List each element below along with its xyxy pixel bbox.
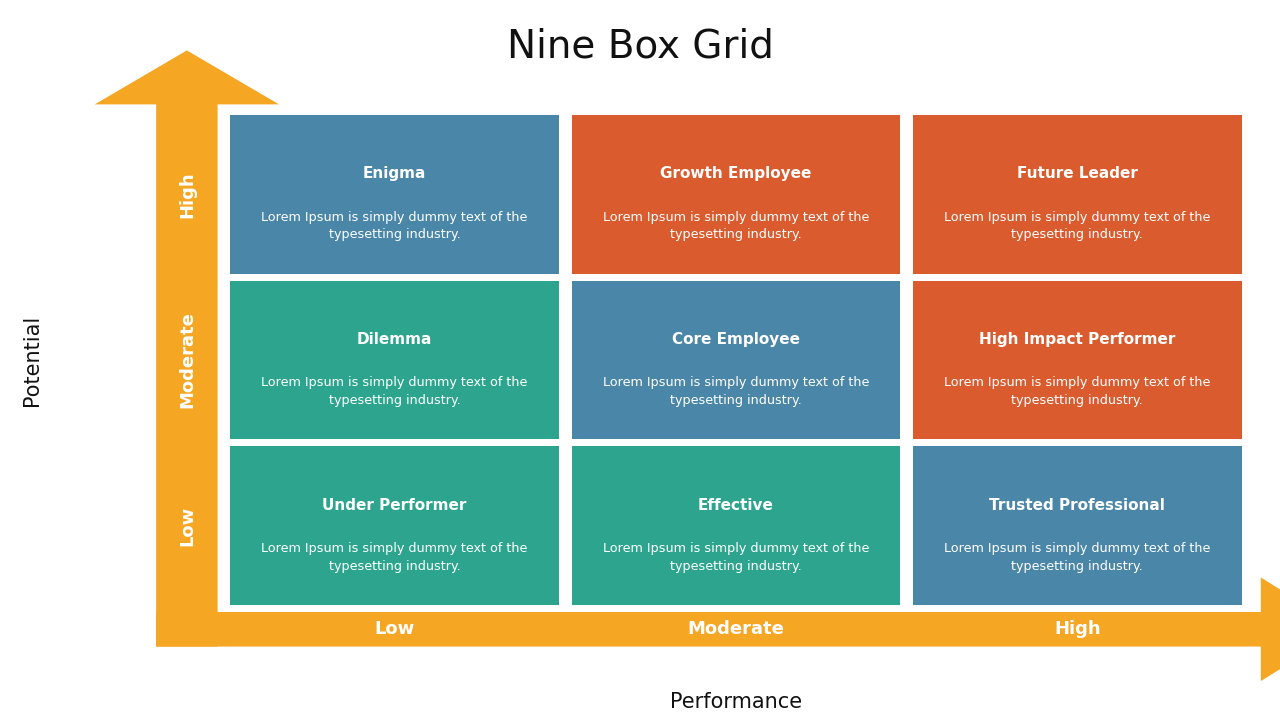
Text: Growth Employee: Growth Employee xyxy=(660,166,812,181)
Text: Under Performer: Under Performer xyxy=(323,498,467,513)
FancyBboxPatch shape xyxy=(913,446,1242,605)
Text: Low: Low xyxy=(178,505,196,546)
Text: Lorem Ipsum is simply dummy text of the
typesetting industry.: Lorem Ipsum is simply dummy text of the … xyxy=(945,542,1211,572)
FancyBboxPatch shape xyxy=(572,281,900,439)
FancyBboxPatch shape xyxy=(572,115,900,274)
Text: Potential: Potential xyxy=(22,315,42,405)
FancyBboxPatch shape xyxy=(230,446,559,605)
Polygon shape xyxy=(95,50,279,647)
Text: Lorem Ipsum is simply dummy text of the
typesetting industry.: Lorem Ipsum is simply dummy text of the … xyxy=(603,211,869,241)
FancyBboxPatch shape xyxy=(913,281,1242,439)
Text: Lorem Ipsum is simply dummy text of the
typesetting industry.: Lorem Ipsum is simply dummy text of the … xyxy=(603,377,869,407)
Text: Lorem Ipsum is simply dummy text of the
typesetting industry.: Lorem Ipsum is simply dummy text of the … xyxy=(261,211,527,241)
Text: Enigma: Enigma xyxy=(364,166,426,181)
Text: Moderate: Moderate xyxy=(687,620,785,638)
FancyBboxPatch shape xyxy=(230,281,559,439)
Text: Lorem Ipsum is simply dummy text of the
typesetting industry.: Lorem Ipsum is simply dummy text of the … xyxy=(945,377,1211,407)
Text: High Impact Performer: High Impact Performer xyxy=(979,332,1175,347)
Text: Trusted Professional: Trusted Professional xyxy=(989,498,1165,513)
Text: Moderate: Moderate xyxy=(178,312,196,408)
Text: Nine Box Grid: Nine Box Grid xyxy=(507,28,773,66)
Text: Lorem Ipsum is simply dummy text of the
typesetting industry.: Lorem Ipsum is simply dummy text of the … xyxy=(261,377,527,407)
FancyBboxPatch shape xyxy=(230,115,559,274)
Text: Lorem Ipsum is simply dummy text of the
typesetting industry.: Lorem Ipsum is simply dummy text of the … xyxy=(261,542,527,572)
Text: Future Leader: Future Leader xyxy=(1016,166,1138,181)
FancyBboxPatch shape xyxy=(913,115,1242,274)
Text: Lorem Ipsum is simply dummy text of the
typesetting industry.: Lorem Ipsum is simply dummy text of the … xyxy=(945,211,1211,241)
FancyBboxPatch shape xyxy=(572,446,900,605)
Text: Performance: Performance xyxy=(669,692,803,712)
Polygon shape xyxy=(156,577,1280,681)
Text: Dilemma: Dilemma xyxy=(357,332,433,347)
Text: Core Employee: Core Employee xyxy=(672,332,800,347)
Text: Lorem Ipsum is simply dummy text of the
typesetting industry.: Lorem Ipsum is simply dummy text of the … xyxy=(603,542,869,572)
Text: High: High xyxy=(178,171,196,217)
Text: Low: Low xyxy=(375,620,415,638)
Text: High: High xyxy=(1053,620,1101,638)
Text: Effective: Effective xyxy=(698,498,774,513)
